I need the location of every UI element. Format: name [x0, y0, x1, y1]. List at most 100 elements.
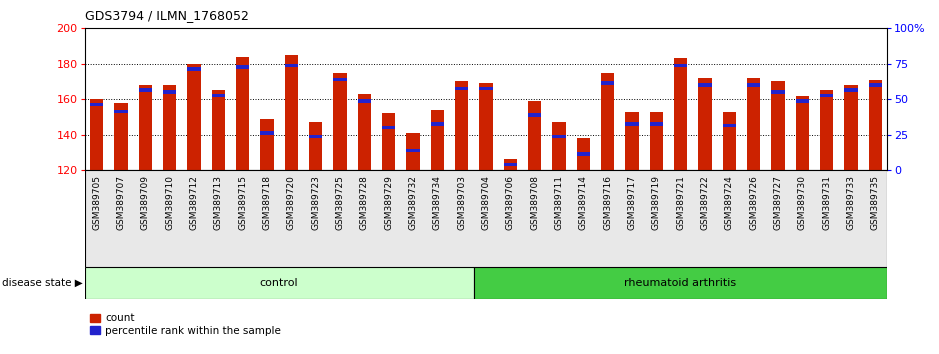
Bar — [358, 94, 371, 170]
Text: GSM389733: GSM389733 — [846, 175, 855, 230]
Bar — [285, 64, 298, 67]
Bar — [601, 81, 614, 85]
Bar — [454, 87, 469, 90]
Bar — [333, 73, 346, 170]
Bar — [139, 88, 152, 92]
Bar — [333, 78, 346, 81]
Bar — [115, 110, 128, 113]
Bar — [503, 159, 517, 170]
Bar — [771, 90, 785, 94]
Bar — [625, 122, 639, 126]
Bar — [844, 88, 857, 92]
Bar — [747, 83, 761, 87]
Text: GSM389727: GSM389727 — [774, 175, 782, 230]
Bar — [309, 122, 322, 170]
Bar — [869, 83, 882, 87]
Text: rheumatoid arthritis: rheumatoid arthritis — [624, 278, 736, 288]
Bar — [358, 99, 371, 103]
Bar — [407, 149, 420, 152]
Bar — [407, 133, 420, 170]
Text: GDS3794 / ILMN_1768052: GDS3794 / ILMN_1768052 — [85, 9, 249, 22]
Text: GSM389725: GSM389725 — [335, 175, 345, 230]
Text: GSM389734: GSM389734 — [433, 175, 441, 230]
Bar — [260, 131, 273, 135]
Legend: count, percentile rank within the sample: count, percentile rank within the sample — [90, 313, 281, 336]
Text: GSM389722: GSM389722 — [700, 175, 709, 229]
Bar — [771, 81, 785, 170]
Text: GSM389715: GSM389715 — [239, 175, 247, 230]
Bar — [650, 112, 663, 170]
Text: control: control — [260, 278, 299, 288]
Bar — [625, 112, 639, 170]
Bar — [795, 96, 808, 170]
Bar — [90, 99, 103, 170]
Bar — [163, 85, 177, 170]
Text: GSM389724: GSM389724 — [725, 175, 733, 229]
Bar — [236, 65, 250, 69]
Bar — [90, 103, 103, 106]
Bar — [552, 122, 565, 170]
Bar — [722, 112, 736, 170]
Text: GSM389718: GSM389718 — [263, 175, 271, 230]
Bar — [187, 64, 201, 170]
Bar — [211, 94, 225, 97]
Bar — [479, 87, 493, 90]
Bar — [820, 94, 833, 97]
Text: GSM389723: GSM389723 — [311, 175, 320, 230]
Text: GSM389730: GSM389730 — [798, 175, 807, 230]
Bar — [674, 64, 687, 67]
Text: GSM389706: GSM389706 — [506, 175, 515, 230]
Text: GSM389703: GSM389703 — [457, 175, 466, 230]
Text: GSM389716: GSM389716 — [603, 175, 612, 230]
Text: GSM389721: GSM389721 — [676, 175, 685, 230]
Bar — [260, 119, 273, 170]
Bar — [577, 152, 590, 156]
Text: GSM389714: GSM389714 — [578, 175, 588, 230]
Bar — [382, 113, 395, 170]
Bar — [601, 73, 614, 170]
Bar — [795, 99, 808, 103]
Bar — [382, 126, 395, 129]
Text: GSM389713: GSM389713 — [214, 175, 223, 230]
Text: GSM389726: GSM389726 — [749, 175, 758, 230]
Text: GSM389729: GSM389729 — [384, 175, 393, 230]
Text: GSM389712: GSM389712 — [190, 175, 198, 230]
Bar — [139, 85, 152, 170]
Text: GSM389709: GSM389709 — [141, 175, 150, 230]
Bar — [474, 267, 887, 299]
Text: GSM389711: GSM389711 — [554, 175, 563, 230]
Bar — [552, 135, 565, 138]
Bar — [187, 67, 201, 71]
Bar — [503, 163, 517, 166]
Bar — [699, 78, 712, 170]
Text: GSM389731: GSM389731 — [822, 175, 831, 230]
Bar — [844, 85, 857, 170]
Bar — [236, 57, 250, 170]
Bar — [163, 90, 177, 94]
Bar — [115, 103, 128, 170]
Text: GSM389720: GSM389720 — [286, 175, 296, 230]
Text: GSM389728: GSM389728 — [360, 175, 369, 230]
Bar — [528, 101, 541, 170]
Bar — [211, 90, 225, 170]
Bar — [577, 138, 590, 170]
Text: GSM389710: GSM389710 — [165, 175, 174, 230]
Bar — [747, 78, 761, 170]
Bar — [431, 110, 444, 170]
Text: GSM389719: GSM389719 — [652, 175, 661, 230]
Text: GSM389735: GSM389735 — [870, 175, 880, 230]
Text: GSM389704: GSM389704 — [482, 175, 490, 230]
Bar — [674, 58, 687, 170]
Text: GSM389732: GSM389732 — [408, 175, 418, 230]
Bar — [722, 124, 736, 127]
Bar — [528, 113, 541, 117]
Bar — [869, 80, 882, 170]
Text: GSM389707: GSM389707 — [116, 175, 126, 230]
Text: GSM389717: GSM389717 — [627, 175, 637, 230]
Bar — [479, 83, 493, 170]
Bar — [650, 122, 663, 126]
Text: GSM389708: GSM389708 — [531, 175, 539, 230]
Text: disease state ▶: disease state ▶ — [2, 278, 83, 288]
Bar — [699, 83, 712, 87]
Bar — [431, 122, 444, 126]
